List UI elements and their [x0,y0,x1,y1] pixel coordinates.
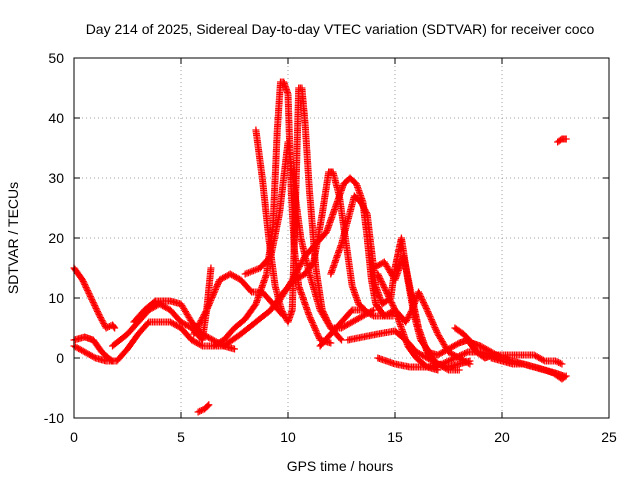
grid-lines [74,58,609,418]
series-track-p [374,270,474,368]
series-track-i [252,84,345,344]
y-tick-label: 20 [48,230,64,246]
axis-ticks: 0 5 10 15 20 25 -10 0 10 20 30 40 50 [44,50,617,445]
y-tick-label: 40 [48,110,64,126]
data-points [70,78,570,416]
series-markers [554,135,570,146]
y-axis-label: SDTVAR / TECUs [5,182,21,294]
series-markers [252,84,345,344]
series-markers [374,270,474,368]
y-tick-label: 0 [56,350,64,366]
y-tick-label: -10 [44,410,64,426]
series-markers [109,264,215,350]
x-tick-label: 0 [70,429,78,445]
series-track-d [109,264,215,350]
x-tick-label: 20 [494,429,510,445]
x-tick-label: 5 [177,429,185,445]
y-tick-label: 50 [48,50,64,66]
series-markers [487,354,570,383]
x-tick-label: 10 [280,429,296,445]
series-track-g [194,401,213,416]
x-axis-label: GPS time / hours [287,458,394,474]
x-tick-label: 15 [387,429,403,445]
y-tick-label: 10 [48,290,64,306]
y-tick-label: 30 [48,170,64,186]
x-tick-label: 25 [601,429,617,445]
series-markers [194,401,213,416]
series-track-u [487,354,570,383]
chart-title: Day 214 of 2025, Sidereal Day-to-day VTE… [86,21,595,37]
series-track-v [554,135,570,146]
